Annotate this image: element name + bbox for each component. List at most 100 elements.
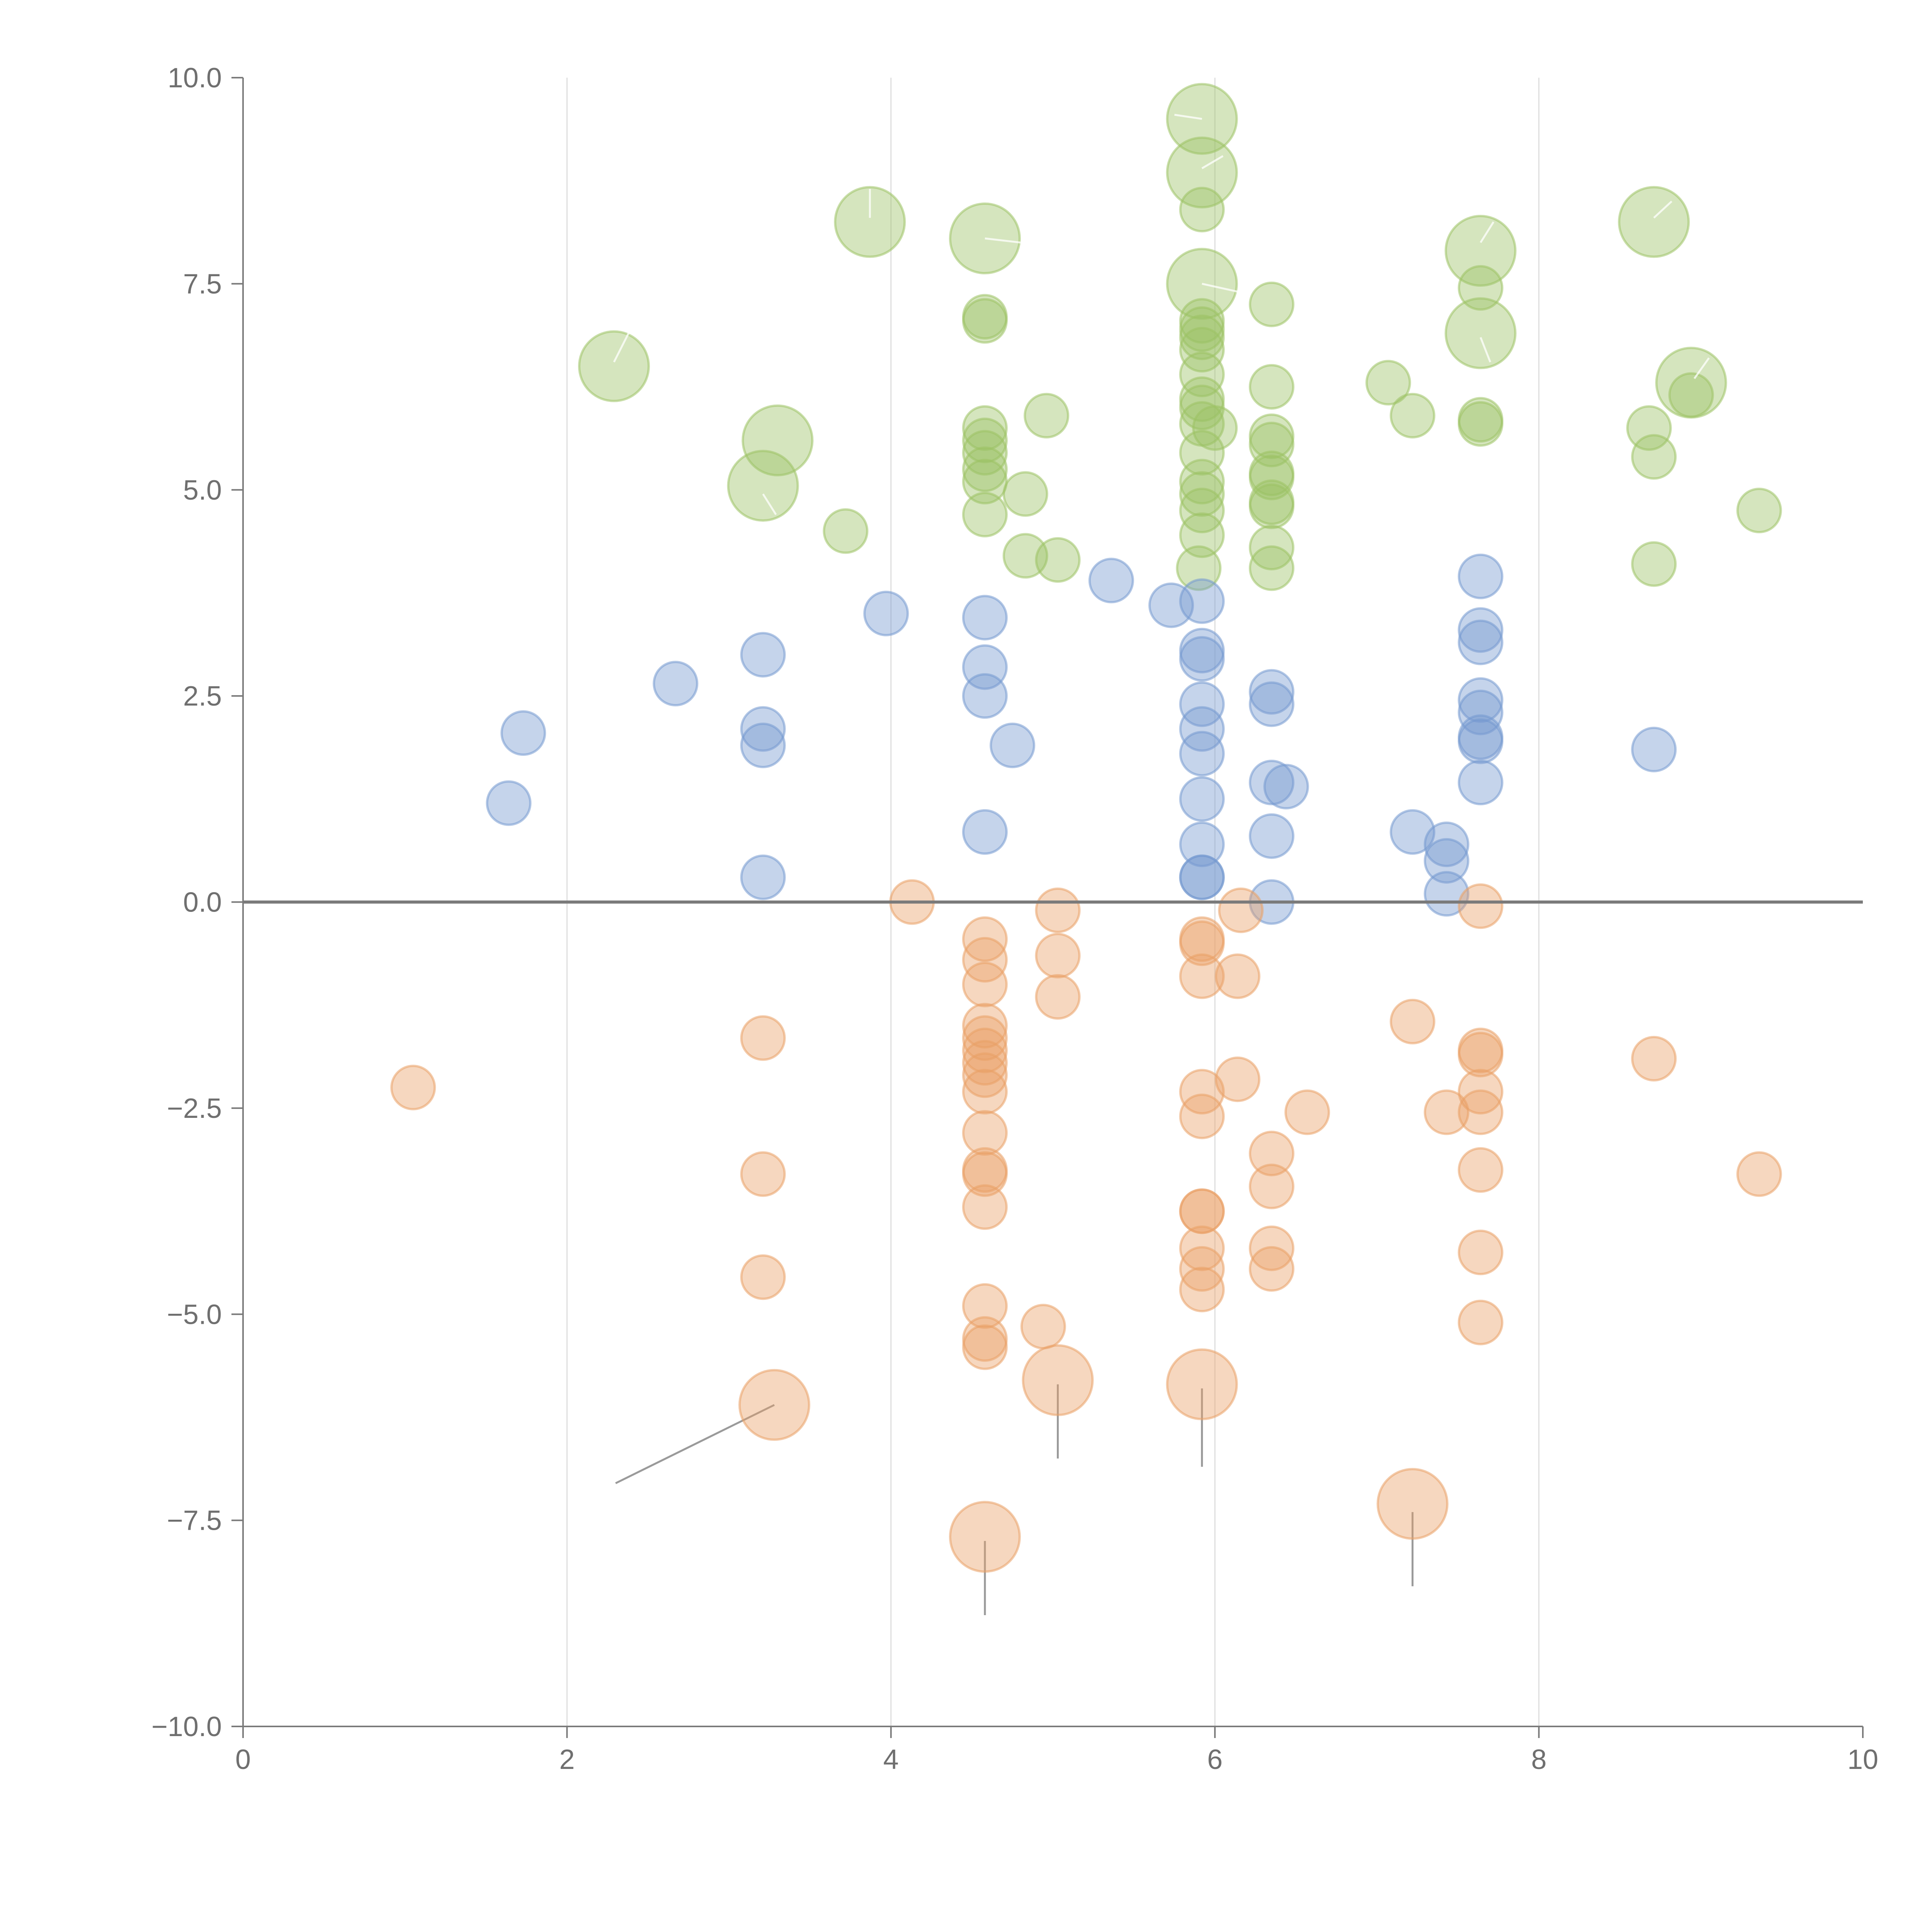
blue-point-39 — [740, 854, 786, 900]
green-point-34 — [1626, 405, 1672, 451]
blue-point-34 — [1248, 813, 1294, 859]
orange-point-48 — [740, 1254, 786, 1300]
blue-point-15 — [1248, 681, 1294, 727]
blue-point-33 — [962, 809, 1008, 855]
leader-line-9 — [1201, 155, 1224, 169]
blue-point-7 — [1458, 619, 1503, 665]
blue-point-21 — [500, 710, 546, 756]
green-point-59 — [1248, 545, 1294, 591]
x-tick-label: 6 — [1207, 1744, 1223, 1775]
blue-point-16 — [1179, 681, 1225, 727]
series-green — [578, 83, 1782, 591]
leader-line-10 — [1202, 282, 1240, 293]
blue-point-9 — [740, 632, 786, 678]
y-tick-label: 2.5 — [183, 681, 222, 712]
leader-line-13 — [1653, 201, 1673, 219]
orange-point-16 — [962, 1015, 1008, 1061]
green-point-5 — [1444, 215, 1517, 287]
blue-point-37 — [1179, 821, 1225, 867]
orange-point-22 — [962, 1052, 1008, 1098]
blue-point-20 — [1179, 706, 1225, 752]
blue-point-36 — [1423, 821, 1469, 867]
orange-point-38 — [1736, 1151, 1782, 1197]
x-tick-label: 4 — [883, 1744, 899, 1775]
blue-point-0 — [1458, 553, 1503, 599]
leader-lines — [615, 1384, 1414, 1615]
orange-point-7 — [1035, 933, 1081, 979]
series-blue — [486, 553, 1677, 925]
leader-line-12 — [1480, 337, 1492, 362]
x-tick-label: 10 — [1847, 1744, 1878, 1775]
orange-point-2 — [1035, 887, 1081, 933]
x-tick-label: 8 — [1531, 1744, 1547, 1775]
blue-point-14 — [962, 673, 1008, 719]
tick-labels: 0 2 4 6 8 10 10.0 7.5 5.0 2.5 0.0 −2.5 −5.0 −7.5 −10.0 — [151, 63, 1878, 1775]
orange-point-57 — [1166, 1348, 1238, 1420]
orange-point-36 — [1458, 1147, 1503, 1193]
blue-point-28 — [1458, 760, 1503, 806]
orange-point-54 — [962, 1324, 1008, 1370]
blue-point-41 — [1179, 854, 1225, 900]
y-tick-label: −2.5 — [167, 1093, 222, 1124]
green-point-54 — [1179, 512, 1225, 558]
green-point-20 — [1179, 327, 1225, 373]
green-point-40 — [1631, 434, 1677, 480]
blue-point-35 — [1389, 809, 1435, 855]
y-tick-label: −7.5 — [167, 1505, 222, 1536]
blue-point-1 — [1088, 558, 1134, 604]
leader-line-14 — [1693, 357, 1710, 379]
green-point-19 — [1179, 315, 1225, 361]
blue-point-26 — [1179, 731, 1225, 777]
green-point-28 — [1389, 393, 1435, 439]
orange-point-58 — [949, 1501, 1021, 1573]
green-point-49 — [1248, 483, 1294, 529]
orange-point-15 — [740, 1015, 786, 1061]
orange-point-49 — [1179, 1267, 1225, 1313]
leader-line-11 — [1480, 221, 1495, 243]
orange-point-24 — [390, 1065, 436, 1111]
blue-point-12 — [653, 661, 699, 707]
green-point-4 — [1618, 186, 1690, 258]
x-tick-label: 2 — [559, 1744, 575, 1775]
orange-point-14 — [962, 1003, 1008, 1049]
green-point-7 — [1444, 297, 1517, 369]
blue-point-4 — [863, 590, 909, 636]
green-point-12 — [1179, 187, 1225, 233]
blue-point-32 — [486, 780, 532, 826]
orange-point-31 — [1179, 1094, 1225, 1139]
leader-line-5 — [613, 333, 629, 363]
orange-point-3 — [1218, 887, 1264, 933]
blue-point-3 — [1179, 578, 1225, 624]
orange-point-8 — [962, 937, 1008, 983]
blue-point-17 — [1458, 677, 1503, 723]
green-point-17 — [1248, 281, 1294, 327]
green-point-51 — [962, 492, 1008, 537]
orange-point-18 — [1458, 1032, 1503, 1078]
y-tick-label: 7.5 — [183, 269, 222, 299]
green-point-18 — [1458, 265, 1503, 311]
y-tick-label: 5.0 — [183, 475, 222, 506]
orange-point-11 — [962, 961, 1008, 1007]
blue-point-5 — [962, 595, 1008, 641]
green-point-41 — [962, 446, 1008, 492]
green-point-60 — [1176, 545, 1222, 591]
green-point-21 — [1179, 352, 1225, 398]
green-point-50 — [1179, 488, 1225, 534]
orange-point-35 — [962, 1151, 1008, 1197]
orange-point-12 — [1035, 974, 1081, 1020]
orange-point-25 — [1179, 1069, 1225, 1115]
orange-point-56 — [1022, 1344, 1094, 1416]
green-point-33 — [962, 405, 1008, 451]
orange-point-23 — [1214, 1056, 1260, 1102]
blue-point-23 — [1458, 718, 1503, 764]
green-point-22 — [1248, 364, 1294, 410]
blue-point-6 — [1458, 607, 1503, 653]
blue-point-31 — [1179, 776, 1225, 822]
blue-point-30 — [1263, 764, 1309, 810]
orange-point-32 — [962, 1110, 1008, 1156]
leader-line-7 — [985, 237, 1021, 244]
x-tick-label: 0 — [235, 1744, 251, 1775]
y-tick-label: −5.0 — [167, 1299, 222, 1330]
orange-point-52 — [1020, 1304, 1066, 1350]
blue-point-19 — [740, 706, 786, 752]
